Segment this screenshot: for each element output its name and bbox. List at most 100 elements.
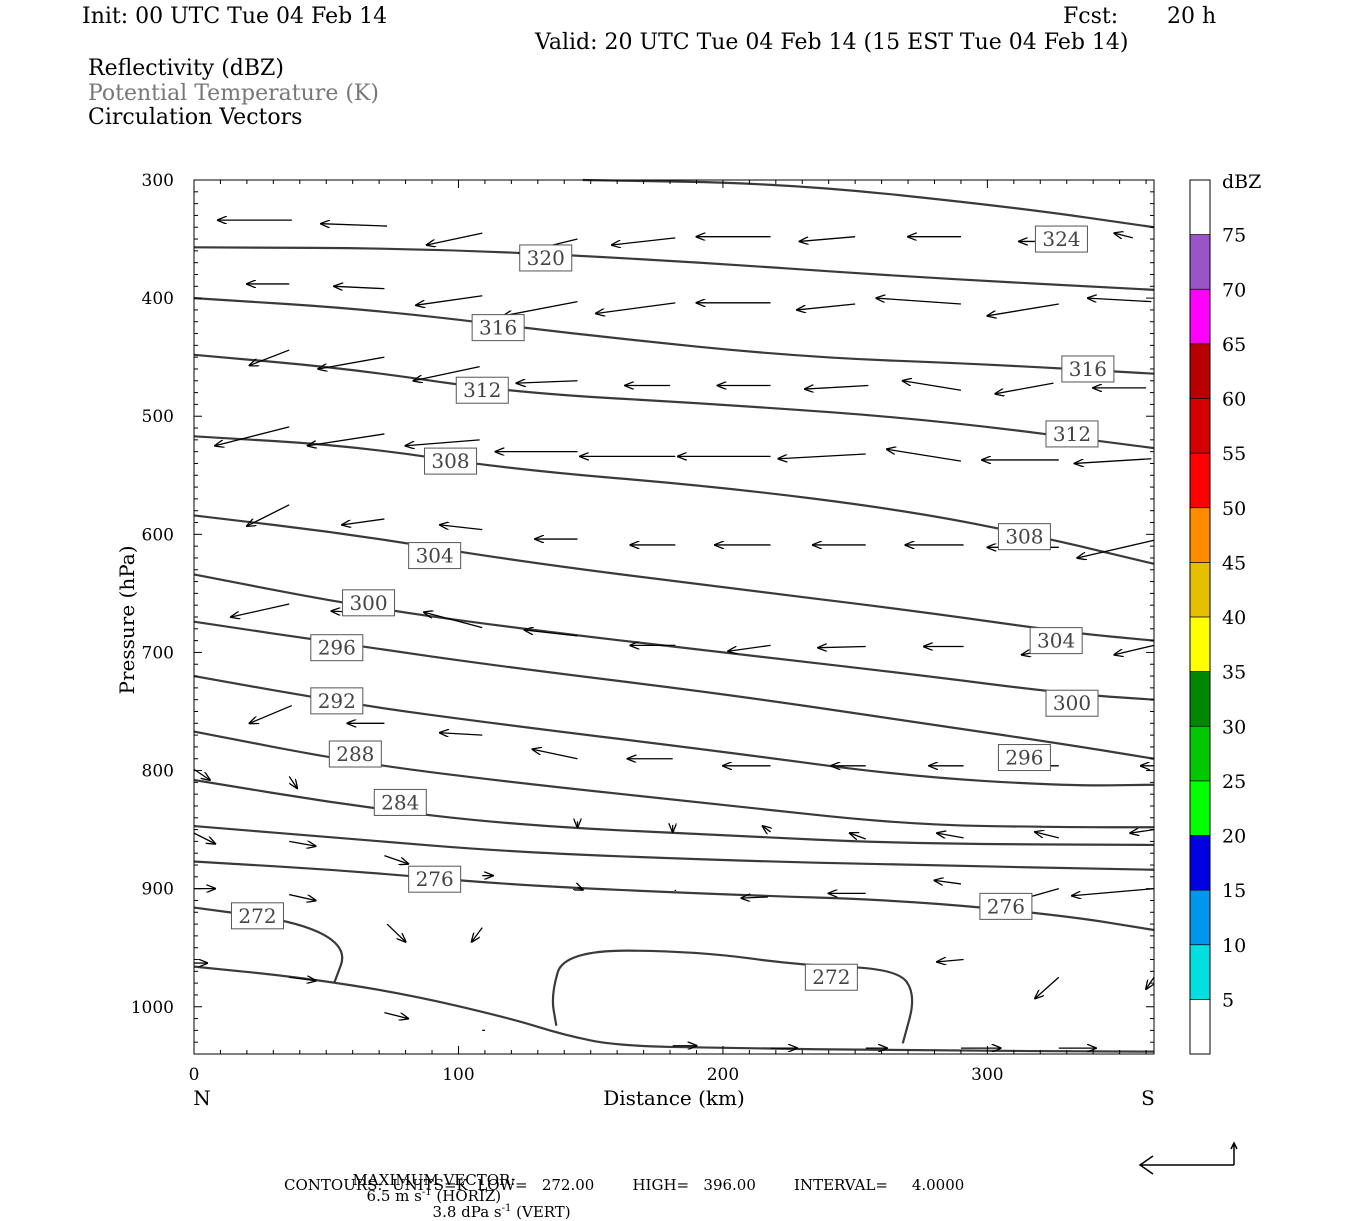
- reflectivity-colorbar: 5 10 15 20 25 30 35 40 45 50 55 60 65 70 75: [1189, 179, 1246, 1055]
- field-reflectivity: Reflectivity (dBZ): [88, 56, 284, 81]
- y-tick-label: 300: [142, 171, 174, 191]
- theta-contour-272: [551, 949, 914, 1044]
- contour-info: CONTOURS: UNITS=K LOW= 272.00 HIGH= 396.…: [284, 1176, 965, 1194]
- contour-label-box: [1034, 225, 1088, 253]
- colorbar-swatch: [1190, 507, 1210, 563]
- contour-label: 304: [416, 544, 454, 568]
- contour-label-box: [804, 963, 858, 991]
- contour-label-box: [471, 314, 525, 342]
- colorbar-level-label: 15: [1222, 880, 1246, 902]
- colorbar-swatch: [1190, 180, 1210, 235]
- valid-time: Valid: 20 UTC Tue 04 Feb 14 (15 EST Tue …: [535, 30, 1129, 55]
- y-axis-label: Pressure (hPa): [115, 546, 139, 695]
- circulation-vector: [612, 237, 676, 245]
- y-tick-label: 400: [142, 289, 174, 309]
- circulation-vector: [250, 349, 290, 365]
- contour-label: 284: [381, 790, 419, 814]
- circulation-vector: [525, 630, 578, 637]
- contour-label: 296: [1005, 746, 1043, 770]
- y-tick-label: 500: [142, 407, 174, 427]
- circulation-vector: [414, 365, 480, 381]
- contour-label-box: [979, 892, 1033, 920]
- x-tick-label: 100: [442, 1065, 474, 1085]
- colorbar-swatch: [1190, 562, 1210, 617]
- circulation-vector: [850, 833, 866, 839]
- circulation-vector: [247, 504, 290, 526]
- colorbar-level-label: 75: [1222, 225, 1246, 247]
- circulation-vector: [424, 612, 483, 629]
- theta-contour-324: [582, 178, 1155, 229]
- circulation-vector: [288, 776, 297, 788]
- contour-label: 272: [238, 904, 276, 928]
- circulation-vector: [937, 960, 964, 962]
- theta-contour-320: [193, 246, 1155, 291]
- colorbar-swatch: [1190, 671, 1210, 727]
- y-tick-label: 1000: [131, 998, 174, 1018]
- contour-label-box: [997, 523, 1051, 551]
- theta-contour-280: [193, 824, 1155, 871]
- y-tick-label: 800: [142, 762, 174, 782]
- contour-label: 312: [1053, 422, 1091, 446]
- circulation-vector: [1072, 888, 1155, 896]
- contour-label-box: [373, 788, 427, 816]
- contour-label: 324: [1042, 227, 1080, 251]
- contour-label-box: [310, 687, 364, 715]
- theta-contour-272: [193, 965, 1155, 1053]
- circulation-vector: [427, 232, 483, 245]
- circulation-vector: [517, 381, 578, 383]
- contour-labels: 324 320 316 316 312 312 308 308 304 304 300 300 296 2…: [230, 225, 1115, 991]
- theta-contour-304: [193, 514, 1155, 642]
- contour-label: 288: [336, 742, 374, 766]
- circulation-vector: [289, 893, 315, 901]
- contour-label-box: [455, 376, 509, 404]
- field-potential-temperature: Potential Temperature (K): [88, 81, 379, 106]
- y-tick-label: 700: [142, 643, 174, 663]
- contour-label: 300: [349, 591, 387, 615]
- contour-label: 308: [1005, 525, 1043, 549]
- colorbar-level-label: 50: [1222, 498, 1246, 520]
- contour-label-box: [342, 589, 396, 617]
- theta-contour-284: [193, 778, 1155, 847]
- contour-label: 276: [987, 894, 1025, 918]
- contour-label-box: [1061, 355, 1115, 383]
- contour-label: 292: [318, 689, 356, 713]
- theta-contour-316: [193, 297, 1155, 375]
- circulation-vector: [1035, 832, 1059, 839]
- contour-label: 304: [1037, 629, 1075, 653]
- colorbar-swatch: [1190, 890, 1210, 945]
- circulation-vector: [289, 841, 315, 846]
- max-vector-arrow-horizontal: [1138, 1155, 1234, 1175]
- circulation-vector: [1130, 830, 1155, 834]
- circulation-vector: [384, 1012, 408, 1019]
- plot-frame: [193, 179, 1155, 1055]
- contour-label-box: [408, 542, 462, 570]
- theta-contour-288: [193, 730, 1154, 829]
- circulation-vector: [797, 303, 856, 310]
- circulation-vector: [1114, 233, 1134, 238]
- colorbar-swatch: [1190, 289, 1210, 344]
- circulation-vector: [416, 295, 483, 305]
- colorbar-frame: [1189, 179, 1211, 1055]
- circulation-vector: [231, 603, 290, 617]
- colorbar-level-label: 5: [1222, 989, 1234, 1011]
- contour-label-box: [230, 902, 284, 930]
- circulation-vector: [1075, 458, 1152, 464]
- colorbar-swatch: [1190, 453, 1210, 508]
- contour-label-box: [424, 447, 478, 475]
- circulation-vector: [193, 768, 210, 780]
- circulation-vector: [741, 897, 768, 898]
- max-vector-arrow-vertical: [1230, 1141, 1238, 1165]
- max-vector-vertical: 3.8 dPa s-1 (VERT): [432, 1203, 571, 1221]
- circulation-vector: [995, 382, 1054, 394]
- contour-label: 300: [1053, 691, 1091, 715]
- theta-contour-296: [193, 620, 1155, 760]
- colorbar-level-label: 30: [1222, 716, 1246, 738]
- init-time: Init: 00 UTC Tue 04 Feb 14: [82, 4, 388, 29]
- field-circulation-vectors: Circulation Vectors: [88, 105, 303, 130]
- circulation-vector: [406, 439, 480, 446]
- x-tick-label: 200: [707, 1065, 739, 1085]
- y-tick-label: 900: [142, 880, 174, 900]
- axis-ticks: [193, 179, 1154, 1055]
- circulation-vector: [778, 453, 866, 459]
- colorbar-level-label: 70: [1222, 279, 1246, 301]
